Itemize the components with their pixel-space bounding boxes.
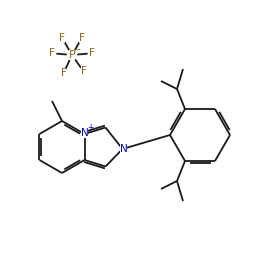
Text: N: N [120, 144, 127, 154]
Text: N: N [81, 128, 88, 138]
Text: F: F [61, 68, 67, 78]
Text: F: F [49, 48, 55, 58]
Text: −: − [74, 45, 80, 54]
Text: F: F [80, 66, 86, 76]
Text: F: F [89, 48, 95, 58]
Text: F: F [79, 33, 85, 43]
Text: P: P [69, 50, 75, 60]
Text: +: + [87, 123, 94, 133]
Text: F: F [59, 33, 65, 43]
